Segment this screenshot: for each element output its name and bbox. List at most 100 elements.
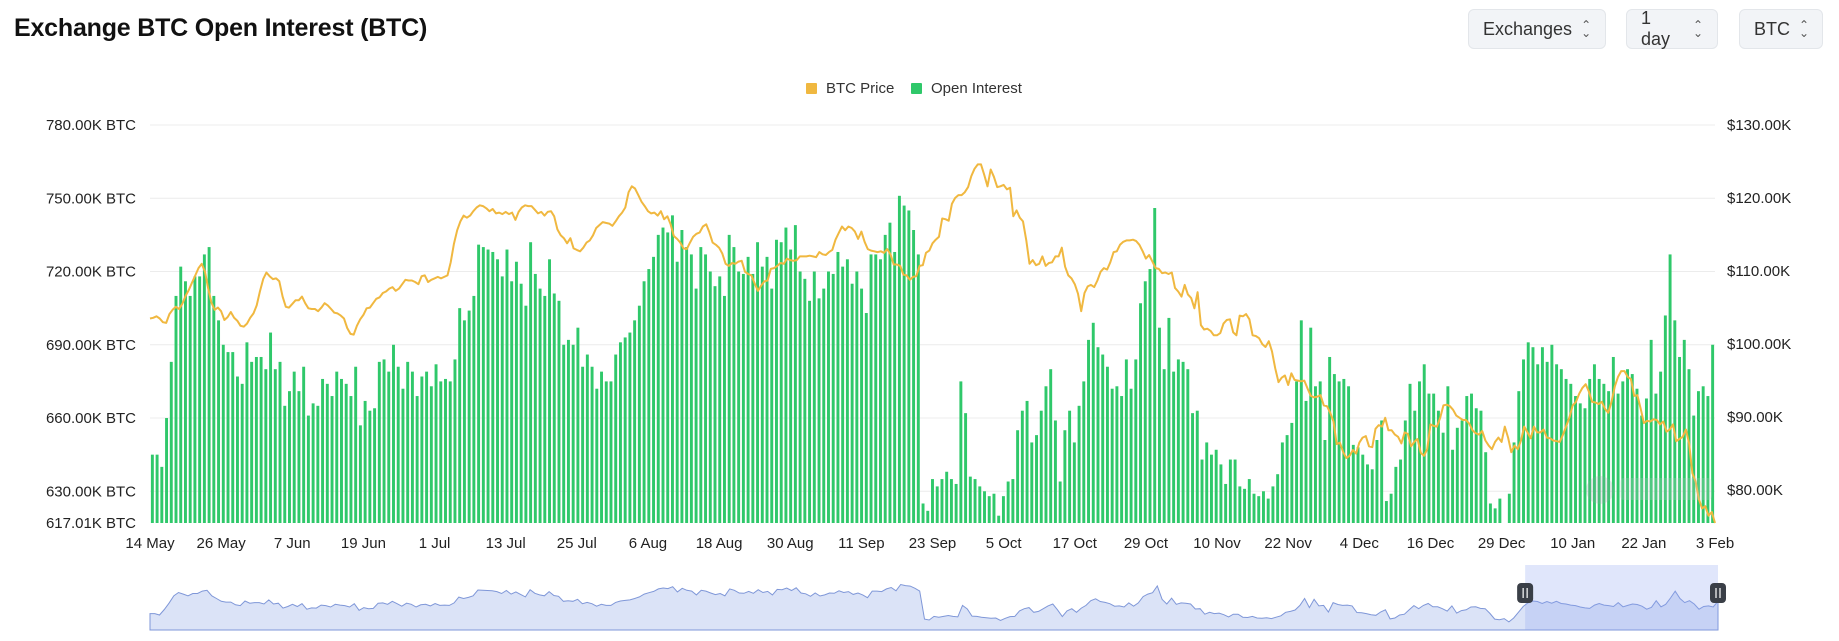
open-interest-bar: [1389, 493, 1393, 523]
open-interest-bar: [169, 361, 173, 523]
open-interest-bar: [1451, 449, 1455, 523]
page-title: Exchange BTC Open Interest (BTC): [14, 14, 428, 42]
x-tick-label-1: 26 May: [197, 535, 247, 552]
open-interest-bar: [434, 364, 438, 523]
open-interest-bar: [968, 476, 972, 523]
open-interest-bar: [779, 242, 783, 523]
open-interest-bar: [1592, 364, 1596, 523]
open-interest-bar: [325, 383, 329, 523]
open-interest-bar: [1347, 386, 1351, 523]
open-interest-bar: [1332, 374, 1336, 523]
open-interest-bar: [647, 269, 651, 523]
open-interest-bar: [1262, 491, 1265, 523]
open-interest-bar: [1058, 481, 1062, 523]
x-tick-label-3: 19 Jun: [341, 535, 386, 552]
open-interest-bar: [604, 381, 608, 523]
open-interest-bar: [406, 361, 410, 523]
open-interest-bar: [855, 271, 859, 523]
open-interest-bar: [600, 371, 603, 523]
open-interest-bar: [1380, 420, 1384, 523]
open-interest-bar: [879, 259, 882, 523]
open-interest-bar: [1659, 371, 1663, 523]
chart-header: Exchange BTC Open Interest (BTC) Exchang…: [0, 0, 1839, 60]
open-interest-bar: [756, 242, 760, 523]
y-right-tick-label-4: $120.00K: [1727, 190, 1791, 207]
open-interest-bar: [973, 479, 977, 523]
open-interest-bar: [708, 271, 712, 523]
open-interest-bar: [401, 388, 405, 523]
open-interest-bar: [311, 403, 315, 523]
open-interest-bar: [1611, 356, 1615, 523]
open-interest-bar: [585, 354, 589, 523]
open-interest-bar: [921, 503, 925, 523]
x-tick-label-15: 10 Nov: [1193, 535, 1241, 552]
open-interest-bar: [874, 254, 878, 524]
open-interest-bar: [392, 344, 395, 523]
open-interest-bar: [1465, 396, 1469, 523]
open-interest-bar: [1006, 481, 1010, 523]
y-left-tick-label-5: 750.00K BTC: [46, 190, 136, 207]
x-tick-label-14: 29 Oct: [1124, 535, 1169, 552]
open-interest-bar: [1366, 464, 1369, 523]
open-interest-bar: [557, 300, 561, 523]
open-interest-bar: [841, 266, 845, 523]
open-interest-bar: [1068, 410, 1072, 523]
open-interest-bar: [628, 332, 632, 523]
open-interest-bar: [798, 271, 802, 523]
open-interest-bar: [727, 234, 731, 523]
open-interest-bar: [789, 249, 793, 524]
open-interest-bar: [1115, 386, 1119, 523]
exchanges-select[interactable]: Exchanges ⌃ ⌄: [1468, 9, 1606, 49]
open-interest-bar: [429, 386, 433, 523]
y-left-tick-label-0: 617.01K BTC: [46, 515, 136, 532]
navigator-right-handle[interactable]: [1710, 583, 1726, 603]
open-interest-bar: [1257, 496, 1261, 523]
open-interest-bar: [439, 381, 443, 523]
open-interest-bar: [410, 371, 414, 523]
y-left-tick-label-3: 690.00K BTC: [46, 337, 136, 354]
interval-select[interactable]: 1 day ⌃ ⌄: [1626, 8, 1718, 49]
open-interest-bar: [1063, 430, 1067, 523]
open-interest-bar: [1602, 383, 1606, 523]
open-interest-bar: [1153, 208, 1157, 523]
open-interest-bar: [618, 342, 622, 523]
open-interest-bar: [812, 271, 816, 523]
navigator-left-handle[interactable]: [1517, 583, 1534, 603]
open-interest-bar: [836, 251, 840, 524]
open-interest-bar: [633, 320, 637, 523]
open-interest-bar: [1285, 435, 1289, 523]
open-interest-bar: [997, 515, 1001, 523]
navigator-selection: [1525, 565, 1718, 630]
open-interest-bar: [1143, 281, 1147, 523]
open-interest-bar: [321, 378, 325, 523]
y-right-tick-label-2: $100.00K: [1727, 336, 1791, 353]
open-interest-bar: [264, 369, 268, 523]
open-interest-bar: [817, 298, 821, 523]
open-interest-bar: [221, 344, 225, 523]
open-interest-bar: [1479, 410, 1483, 523]
open-interest-bar: [292, 371, 296, 523]
open-interest-bar: [642, 281, 646, 523]
open-interest-bar: [902, 205, 906, 523]
open-interest-bar: [1474, 408, 1478, 523]
open-interest-bar: [481, 247, 485, 523]
chart-grid: [150, 124, 1715, 492]
open-interest-bar: [1016, 430, 1020, 523]
open-interest-bar: [765, 256, 769, 523]
open-interest-bar: [1172, 371, 1176, 523]
chevron-updown-icon: ⌃ ⌄: [1799, 18, 1810, 40]
open-interest-bar: [160, 466, 164, 523]
open-interest-bar: [1318, 381, 1322, 523]
range-navigator[interactable]: [149, 565, 1726, 631]
open-interest-bar: [150, 454, 154, 523]
open-interest-bar: [510, 281, 514, 523]
open-interest-bar: [623, 337, 627, 523]
open-interest-bar: [694, 288, 698, 523]
open-interest-bar: [1441, 432, 1445, 523]
open-interest-bar: [760, 266, 764, 523]
unit-select[interactable]: BTC ⌃ ⌄: [1739, 9, 1823, 49]
open-interest-bar: [188, 295, 192, 523]
x-tick-label-11: 23 Sep: [909, 535, 957, 552]
open-interest-bar: [1025, 400, 1029, 523]
x-tick-label-19: 29 Dec: [1478, 535, 1526, 552]
